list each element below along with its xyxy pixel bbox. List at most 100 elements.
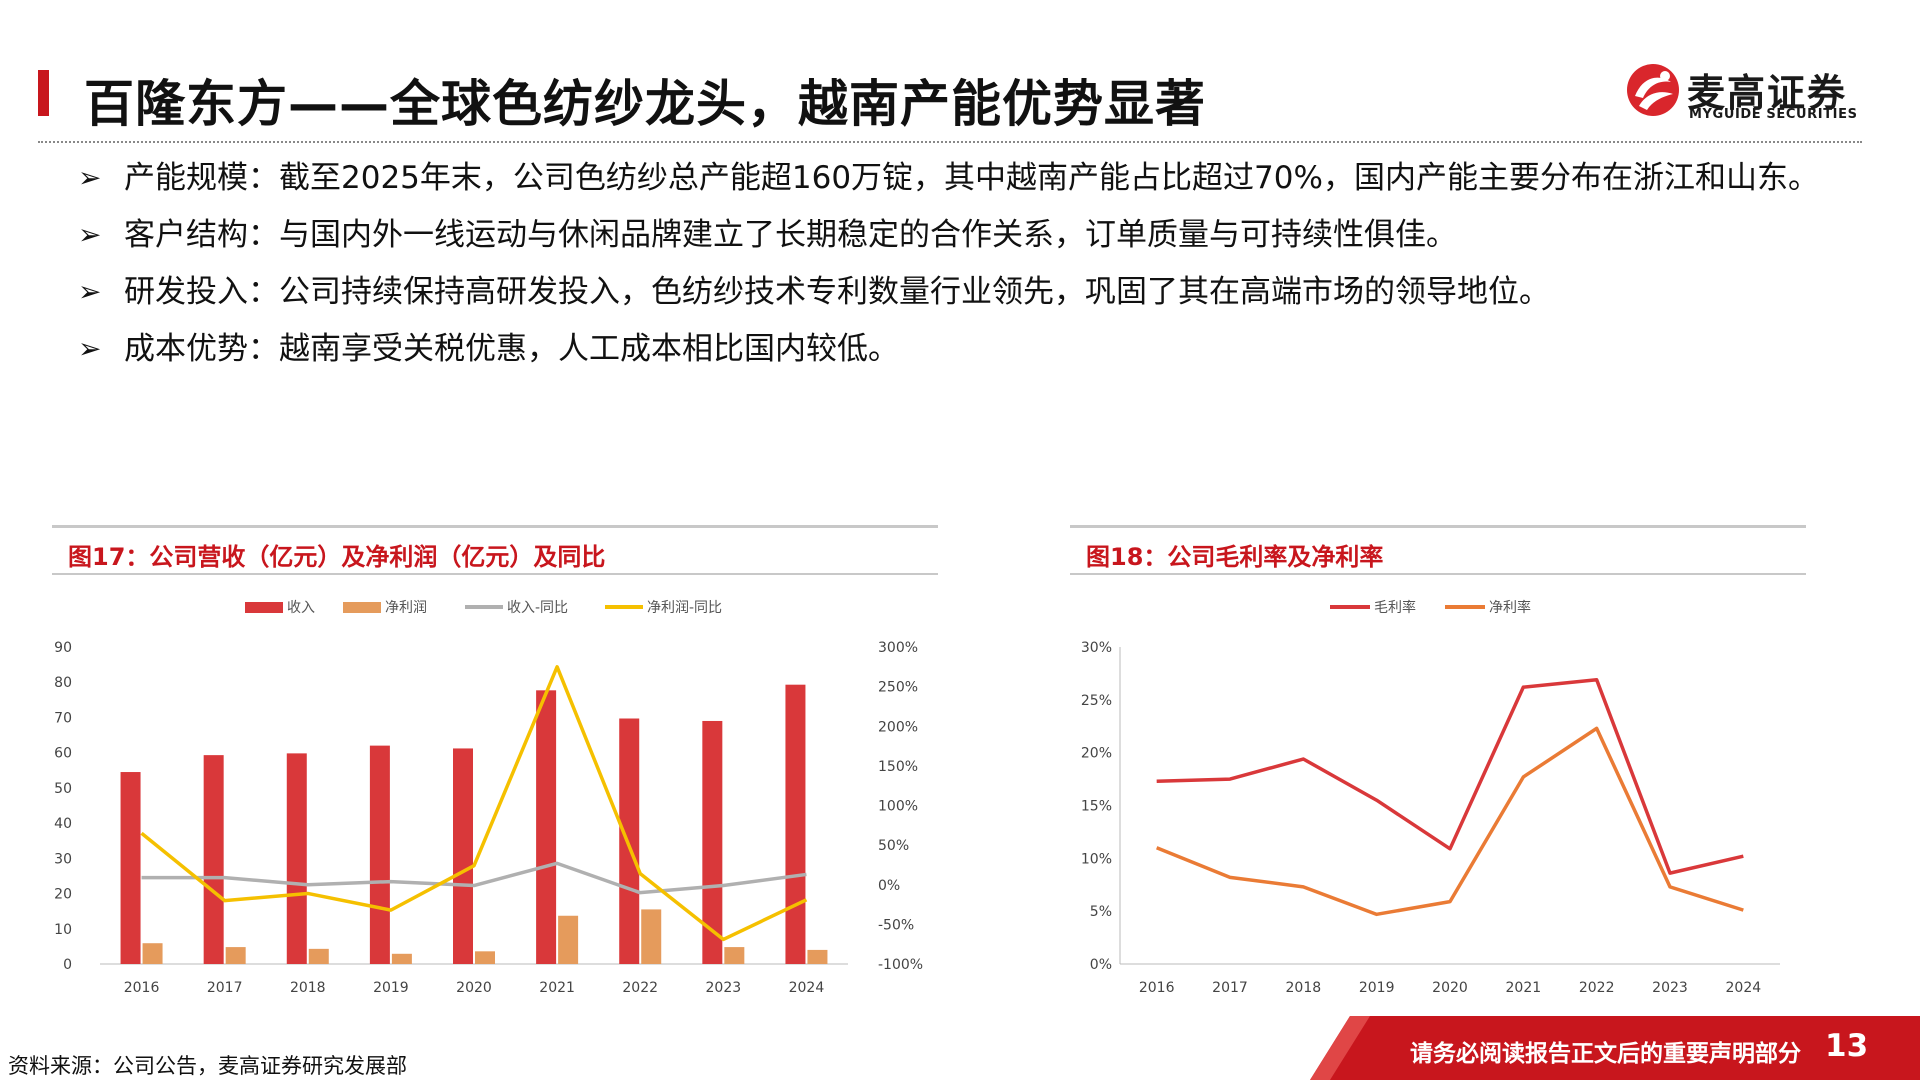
- brand-logo-english: MYGUIDE SECURITIES: [1689, 107, 1858, 122]
- x-axis-tick: 2024: [789, 980, 825, 996]
- bullet-text: 公司持续保持高研发投入，色纺纱技术专利数量行业领先，巩固了其在高端市场的领导地位…: [279, 274, 1550, 310]
- legend-swatch: [245, 602, 283, 613]
- y-axis-tick: 20%: [1081, 746, 1112, 762]
- net-profit-bar: [807, 949, 828, 964]
- revenue-bar: [785, 684, 806, 964]
- x-axis-tick: 2022: [622, 980, 658, 996]
- fig17-top-rule: [52, 525, 938, 528]
- right-axis-tick: 200%: [878, 719, 918, 735]
- revenue-bar: [619, 718, 640, 964]
- net-profit-bar: [724, 947, 745, 964]
- footer-disclaimer: 请务必阅读报告正文后的重要声明部分: [1410, 1041, 1801, 1067]
- brand-logo: 麦高证券 MYGUIDE SECURITIES: [1625, 62, 1858, 124]
- legend-label: 收入-同比: [507, 600, 568, 616]
- right-axis-tick: -100%: [878, 957, 923, 973]
- header-divider: [38, 141, 1862, 143]
- net-profit-yoy-line: [140, 665, 808, 942]
- net-margin-line: [1156, 726, 1744, 917]
- x-axis-tick: 2024: [1726, 980, 1762, 996]
- x-axis-tick: 2020: [1432, 980, 1468, 996]
- revenue-bar: [369, 745, 390, 964]
- bullet-label: 研发投入：: [124, 274, 279, 310]
- footer-band: [1310, 1016, 1920, 1080]
- net-profit-bar: [142, 943, 163, 964]
- revenue-bar: [702, 720, 723, 964]
- left-axis-tick: 80: [54, 675, 72, 691]
- source-note: 资料来源：公司公告，麦高证券研究发展部: [8, 1054, 407, 1078]
- x-axis-tick: 2022: [1579, 980, 1615, 996]
- net-profit-bar: [475, 951, 495, 964]
- bullet-label: 客户结构：: [124, 217, 279, 253]
- net-profit-bar: [391, 953, 412, 964]
- x-axis-tick: 2023: [706, 980, 742, 996]
- legend-swatch: [343, 602, 381, 613]
- brand-logo-chinese: 麦高证券: [1687, 71, 1848, 115]
- right-axis-tick: 100%: [878, 799, 918, 815]
- right-axis-tick: 150%: [878, 759, 918, 775]
- arrow-bullet-icon: ➢: [78, 332, 102, 365]
- arrow-bullet-icon: ➢: [78, 218, 102, 251]
- right-axis-tick: 50%: [878, 838, 909, 854]
- x-axis-tick: 2021: [1506, 980, 1542, 996]
- net-profit-bar: [225, 947, 246, 964]
- brand-logo-icon: [1627, 64, 1679, 116]
- x-axis-tick: 2016: [124, 980, 160, 996]
- left-axis-tick: 40: [54, 816, 72, 832]
- right-axis-tick: 250%: [878, 680, 918, 696]
- fig17-title: 图17：公司营收（亿元）及净利润（亿元）及同比: [68, 543, 606, 571]
- fig17-chart: 收入 净利润 收入-同比 净利润-同比 0 10 20 30 40 50 60 70 80 90 -100%…: [54, 600, 923, 996]
- revenue-bar: [120, 772, 141, 964]
- legend-label: 净利率: [1489, 599, 1531, 616]
- y-axis-tick: 10%: [1081, 851, 1112, 867]
- bullet-label: 成本优势：: [124, 331, 279, 367]
- x-axis-tick: 2018: [1286, 980, 1322, 996]
- page-number: 13: [1825, 1028, 1869, 1064]
- legend-label: 净利润: [385, 600, 427, 616]
- right-axis-tick: 300%: [878, 640, 918, 656]
- legend-label: 净利润-同比: [647, 600, 722, 616]
- y-axis-tick: 15%: [1081, 799, 1112, 815]
- fig18-bottom-rule: [1070, 573, 1806, 575]
- left-axis-tick: 60: [54, 746, 72, 762]
- fig17-bottom-rule: [52, 573, 938, 575]
- gross-margin-line: [1156, 678, 1744, 875]
- left-axis-tick: 10: [54, 922, 72, 938]
- bullet-cost: ➢ 成本优势：越南享受关税优惠，人工成本相比国内较低。: [78, 327, 1858, 371]
- bullet-text: 与国内外一线运动与休闲品牌建立了长期稳定的合作关系，订单质量与可持续性俱佳。: [279, 217, 1457, 253]
- revenue-bar: [286, 753, 307, 964]
- left-axis-tick: 90: [54, 640, 72, 656]
- right-axis-tick: -50%: [878, 917, 914, 933]
- left-axis-tick: 50: [54, 781, 72, 797]
- x-axis-tick: 2019: [1359, 980, 1395, 996]
- x-axis-tick: 2019: [373, 980, 409, 996]
- bullet-text: 越南享受关税优惠，人工成本相比国内较低。: [279, 331, 899, 367]
- revenue-bar: [203, 755, 224, 964]
- net-profit-bar: [641, 909, 662, 964]
- bullet-rnd: ➢ 研发投入：公司持续保持高研发投入，色纺纱技术专利数量行业领先，巩固了其在高端市…: [78, 270, 1858, 314]
- revenue-bar: [453, 748, 473, 964]
- arrow-bullet-icon: ➢: [78, 275, 102, 308]
- left-axis-tick: 30: [54, 851, 72, 867]
- bullet-capacity: ➢ 产能规模：截至2025年末，公司色纺纱总产能超160万锭，其中越南产能占比超过…: [78, 156, 1858, 200]
- net-profit-bar: [558, 915, 579, 964]
- title-accent-bar: [38, 70, 49, 116]
- x-axis-tick: 2021: [539, 980, 575, 996]
- left-axis-tick: 0: [63, 957, 72, 973]
- bullet-text: 截至2025年末，公司色纺纱总产能超160万锭，其中越南产能占比超过70%，国内…: [279, 160, 1819, 196]
- y-axis-tick: 30%: [1081, 640, 1112, 656]
- net-profit-bar: [308, 948, 329, 964]
- left-axis-tick: 20: [54, 887, 72, 903]
- fig18-top-rule: [1070, 525, 1806, 528]
- bullet-list: ➢ 产能规模：截至2025年末，公司色纺纱总产能超160万锭，其中越南产能占比超过…: [78, 156, 1858, 384]
- arrow-bullet-icon: ➢: [78, 161, 102, 194]
- left-axis-tick: 70: [54, 710, 72, 726]
- x-axis-tick: 2017: [207, 980, 243, 996]
- bullet-label: 产能规模：: [124, 160, 279, 196]
- page-title: 百隆东方——全球色纺纱龙头，越南产能优势显著: [84, 75, 1206, 133]
- x-axis-tick: 2016: [1139, 980, 1175, 996]
- revenue-yoy-line: [141, 861, 807, 895]
- fig18-chart: 毛利率 净利率 0% 5% 10% 15% 20% 25% 30% 2016 2017 2018 201…: [1081, 599, 1780, 996]
- legend-label: 收入: [287, 600, 315, 616]
- bullet-customers: ➢ 客户结构：与国内外一线运动与休闲品牌建立了长期稳定的合作关系，订单质量与可持续…: [78, 213, 1858, 257]
- x-axis-tick: 2018: [290, 980, 326, 996]
